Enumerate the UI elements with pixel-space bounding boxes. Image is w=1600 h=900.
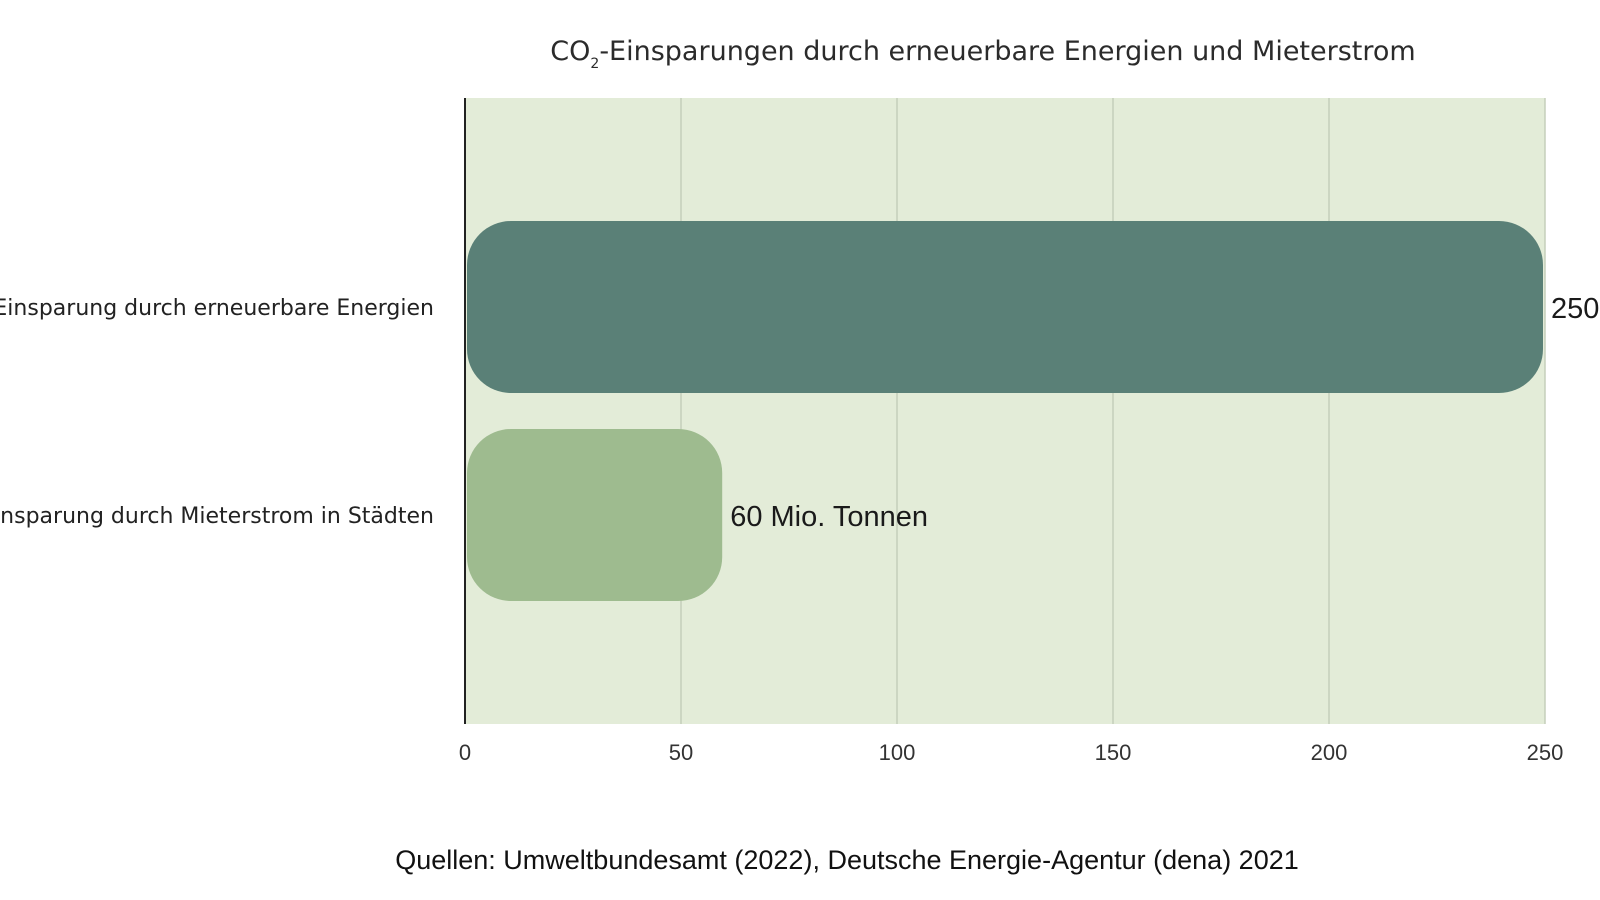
data-label: 250 Mio. Tonnen [1551,293,1600,325]
x-tick-label: 150 [1095,740,1132,765]
category-labels: Einsparung durch erneuerbare Energien Ein… [0,296,434,529]
data-labels: 250 Mio. Tonnen 60 Mio. Tonnen [730,293,1600,533]
chart-title-subscript: 2 [590,56,599,72]
bar [467,429,723,601]
grid-lines [680,98,1546,724]
source-note: Quellen: Umweltbundesamt (2022), Deutsch… [395,845,1299,875]
x-axis-ticks: 0 50 100 150 200 250 [459,740,1563,765]
chart-title-prefix: CO [550,36,590,67]
plot-area [465,98,1545,724]
bars [467,221,1543,601]
category-label: Einsparung durch Mieterstrom in Städten [0,504,434,529]
category-label: Einsparung durch erneuerbare Energien [0,296,434,321]
chart-title: CO2-Einsparungen durch erneuerbare Energ… [550,36,1415,72]
bar [467,221,1543,393]
x-tick-label: 0 [459,740,471,765]
x-tick-label: 250 [1527,740,1564,765]
data-label: 60 Mio. Tonnen [730,501,928,533]
x-tick-label: 50 [669,740,693,765]
x-tick-label: 200 [1311,740,1348,765]
chart-title-suffix: -Einsparungen durch erneuerbare Energien… [599,36,1415,67]
x-tick-label: 100 [879,740,916,765]
